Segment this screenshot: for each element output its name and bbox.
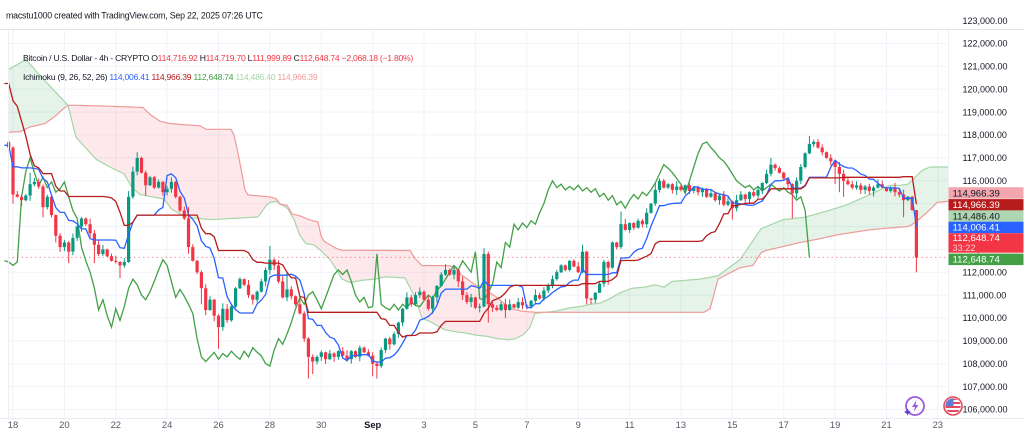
svg-text:112,648.74: 112,648.74	[953, 255, 1001, 266]
svg-text:9: 9	[576, 419, 581, 430]
svg-text:114,486.40: 114,486.40	[953, 211, 1000, 222]
svg-text:Sep: Sep	[364, 419, 381, 430]
svg-text:120,000.00: 120,000.00	[963, 85, 1008, 95]
svg-text:21: 21	[881, 419, 891, 430]
svg-text:18: 18	[8, 419, 18, 430]
svg-text:111,000.00: 111,000.00	[963, 290, 1007, 300]
svg-text:117,000.00: 117,000.00	[963, 153, 1007, 163]
svg-text:20: 20	[59, 419, 69, 430]
svg-text:19: 19	[830, 419, 840, 430]
svg-text:122,000.00: 122,000.00	[963, 39, 1008, 49]
svg-text:11: 11	[625, 419, 635, 430]
svg-text:107,000.00: 107,000.00	[963, 382, 1008, 392]
svg-text:28: 28	[265, 419, 275, 430]
svg-text:112,648.74: 112,648.74	[953, 233, 1001, 244]
svg-text:108,000.00: 108,000.00	[963, 359, 1008, 369]
svg-text:106,000.00: 106,000.00	[963, 405, 1008, 415]
svg-text:17: 17	[778, 419, 788, 430]
svg-text:26: 26	[213, 419, 223, 430]
svg-text:Bitcoin / U.S. Dollar - 4h - C: Bitcoin / U.S. Dollar - 4h - CRYPTO O114…	[23, 53, 413, 63]
svg-text:114,966.39: 114,966.39	[953, 188, 1000, 199]
svg-text:22: 22	[111, 419, 121, 430]
svg-text:macstu1000 created with Tradin: macstu1000 created with TradingView.com,…	[6, 11, 264, 21]
svg-text:119,000.00: 119,000.00	[963, 107, 1007, 117]
svg-text:110,000.00: 110,000.00	[963, 313, 1007, 323]
svg-text:Ichimoku (9, 26, 52, 26) 114,0: Ichimoku (9, 26, 52, 26) 114,006.41 114,…	[23, 72, 318, 82]
svg-text:30: 30	[316, 419, 326, 430]
svg-text:121,000.00: 121,000.00	[963, 62, 1008, 72]
svg-text:33:22: 33:22	[953, 243, 976, 253]
svg-text:112,000.00: 112,000.00	[963, 267, 1007, 277]
svg-text:3: 3	[421, 419, 426, 430]
svg-text:118,000.00: 118,000.00	[963, 130, 1007, 140]
svg-text:114,966.39: 114,966.39	[953, 200, 1000, 211]
svg-text:13: 13	[676, 419, 686, 430]
svg-text:15: 15	[727, 419, 737, 430]
svg-text:7: 7	[524, 419, 529, 430]
svg-text:116,000.00: 116,000.00	[963, 176, 1007, 186]
svg-text:5: 5	[473, 419, 478, 430]
svg-text:109,000.00: 109,000.00	[963, 336, 1008, 346]
svg-text:23: 23	[933, 419, 943, 430]
svg-text:114,006.41: 114,006.41	[953, 223, 1000, 234]
svg-text:123,000.00: 123,000.00	[963, 16, 1008, 26]
svg-text:24: 24	[162, 419, 172, 430]
